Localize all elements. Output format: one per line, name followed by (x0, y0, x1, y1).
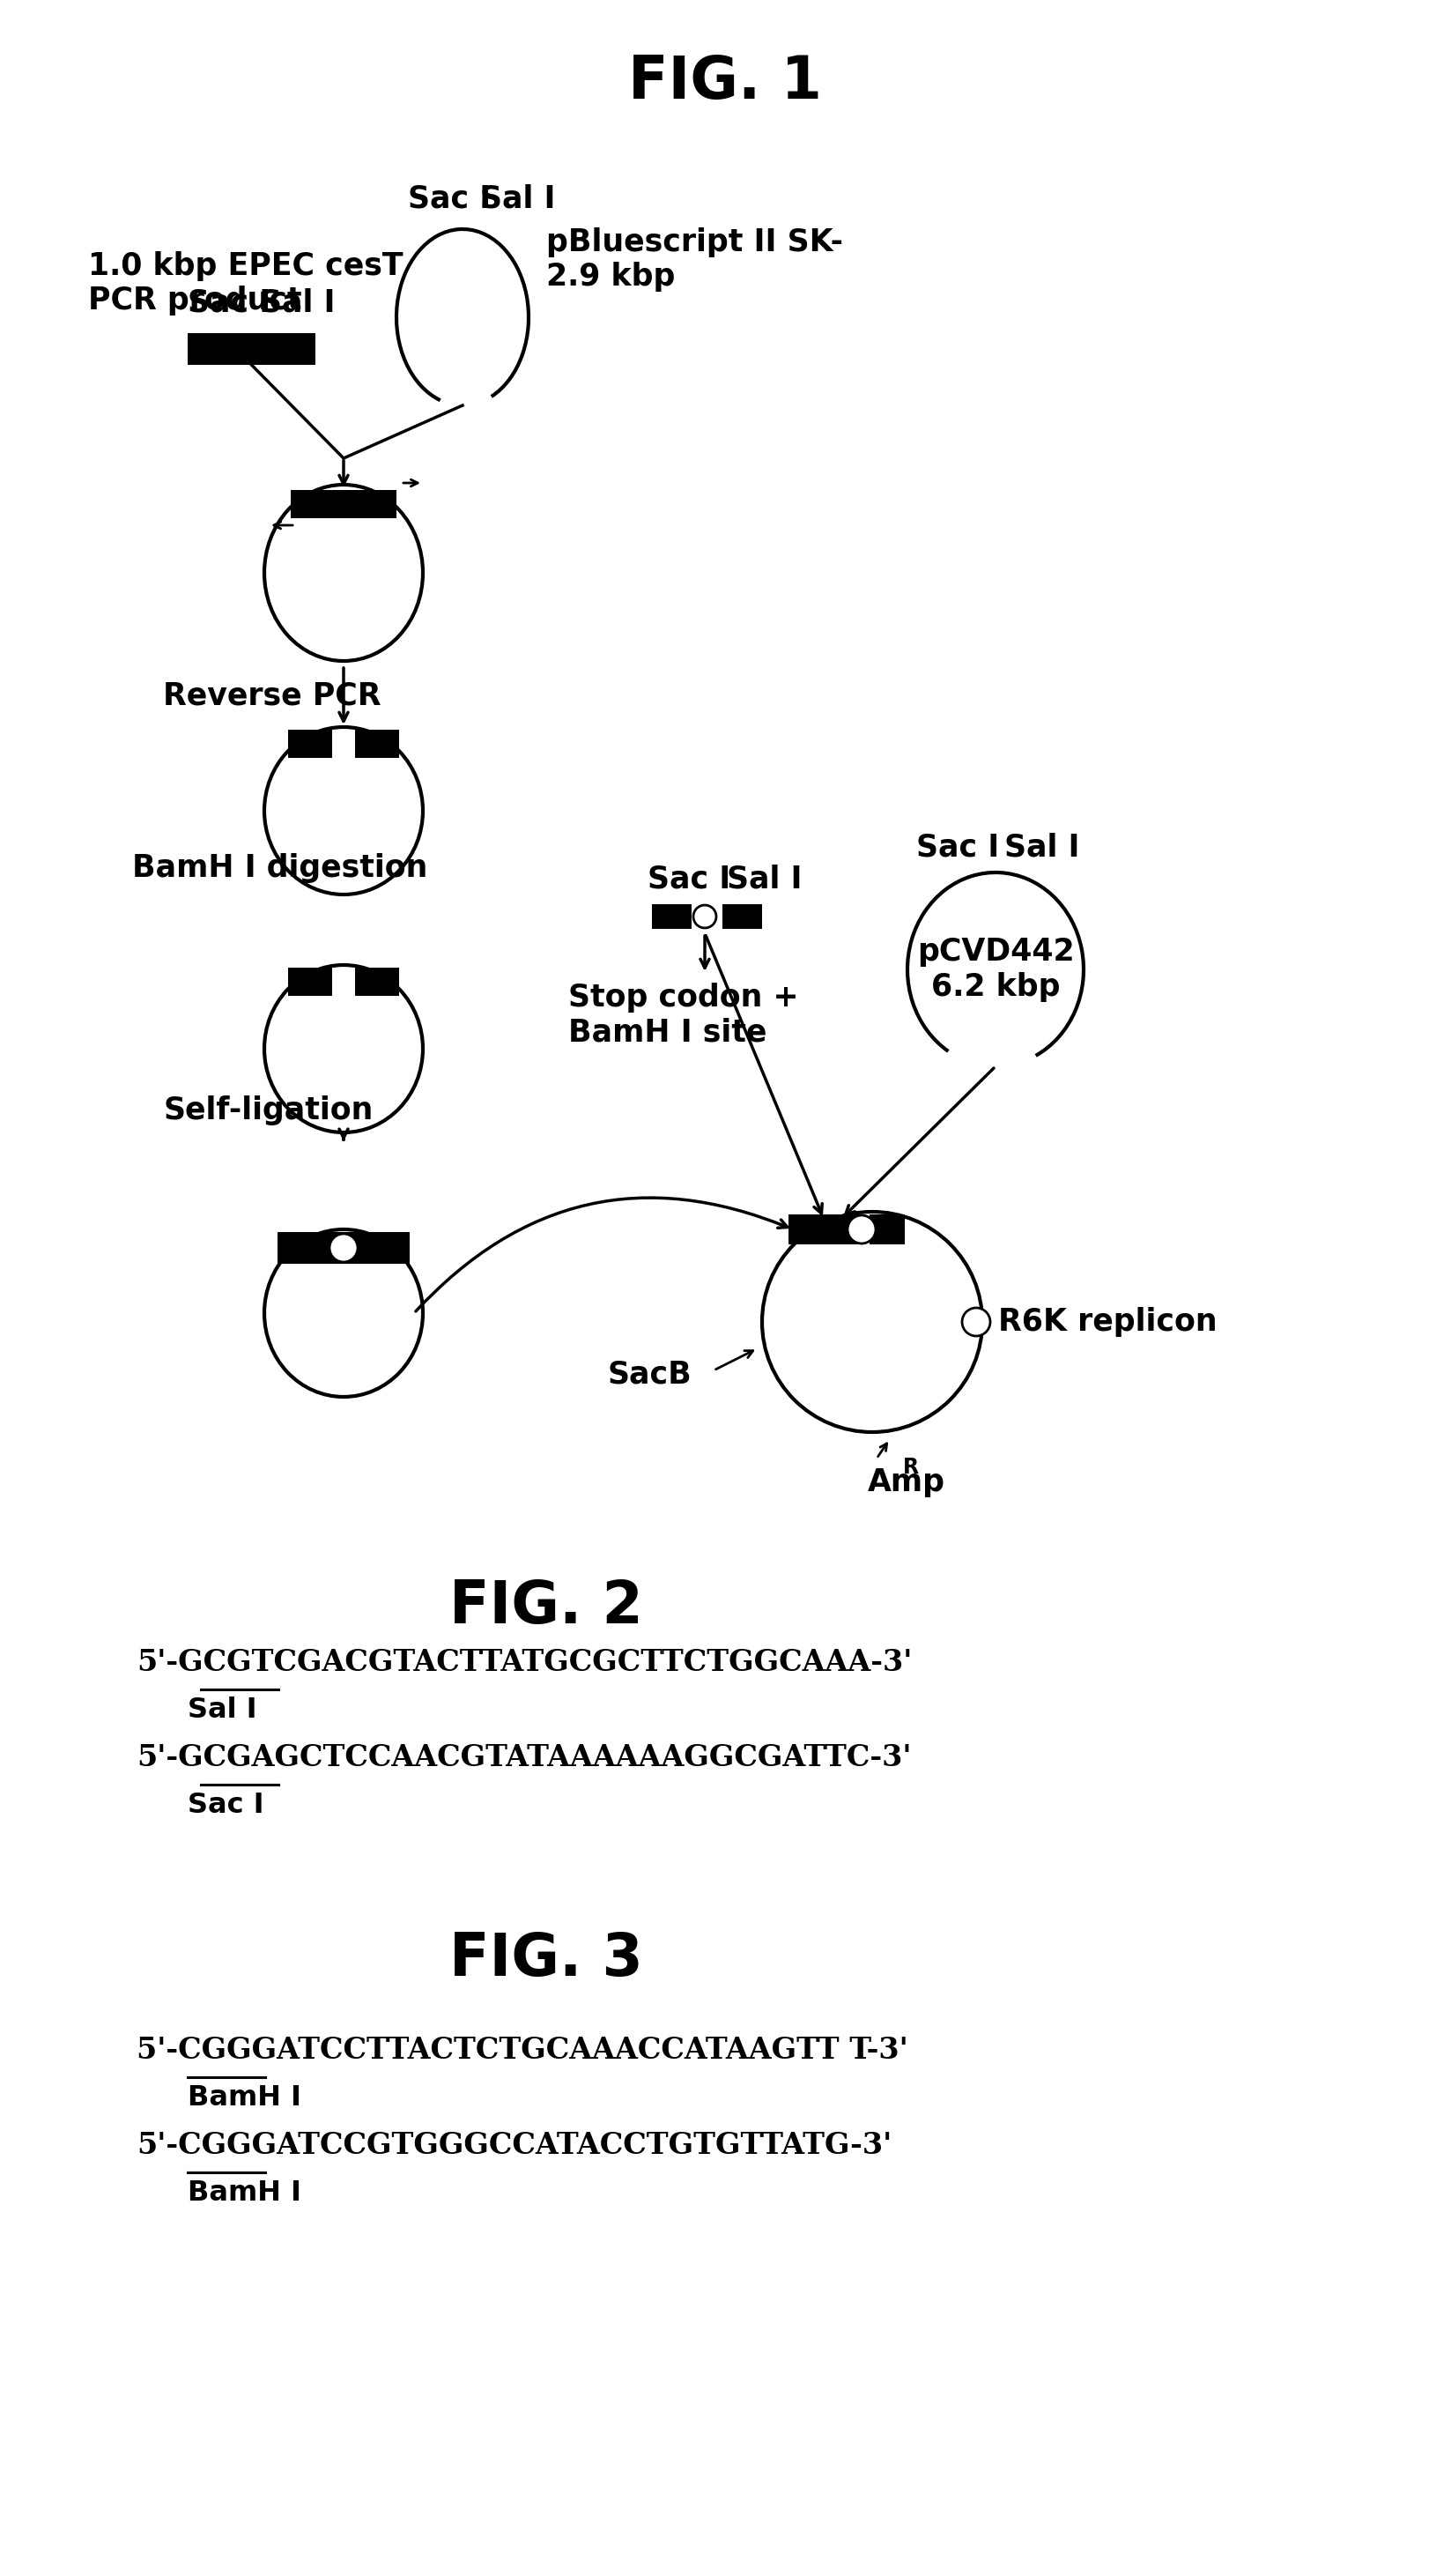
Text: Sac I: Sac I (647, 863, 730, 894)
Text: FIG. 2: FIG. 2 (450, 1577, 643, 1636)
Text: Sac I: Sac I (916, 832, 1000, 863)
Text: Sal I: Sal I (260, 289, 335, 317)
Text: pBluescript II SK-
2.9 kbp: pBluescript II SK- 2.9 kbp (546, 227, 843, 291)
Text: 5'-GCGAGCTCCAACGTATAAAAAAGGCGATTC-3': 5'-GCGAGCTCCAACGTATAAAAAAGGCGATTC-3' (136, 1744, 911, 1772)
Circle shape (847, 1216, 876, 1244)
Bar (869, 1213, 905, 1244)
Text: Sal I: Sal I (1004, 832, 1080, 863)
Text: Self-ligation: Self-ligation (163, 1095, 373, 1126)
Bar (355, 969, 399, 997)
Text: SacB: SacB (607, 1360, 692, 1391)
Bar (355, 729, 399, 757)
Text: Stop codon +
BamH I site: Stop codon + BamH I site (569, 981, 798, 1048)
Text: BamH I: BamH I (189, 2084, 302, 2112)
Bar (723, 904, 762, 930)
Bar (289, 729, 332, 757)
Text: Sal I: Sal I (480, 185, 556, 214)
Text: FIG. 1: FIG. 1 (628, 54, 821, 111)
Bar (187, 332, 315, 366)
Bar (289, 969, 332, 997)
Text: Sal I: Sal I (189, 1698, 257, 1723)
Bar (277, 1231, 409, 1265)
Text: BamH I: BamH I (189, 2179, 302, 2208)
Text: Sac I: Sac I (187, 289, 271, 317)
Circle shape (694, 904, 717, 927)
Text: pCVD442
6.2 kbp: pCVD442 6.2 kbp (917, 938, 1074, 1002)
Text: 5'-CGGGATCCGTGGGCCATACCTGTGTTATG-3': 5'-CGGGATCCGTGGGCCATACCTGTGTTATG-3' (136, 2130, 892, 2161)
Bar (651, 904, 692, 930)
Circle shape (329, 1234, 358, 1262)
Text: 1.0 kbp EPEC cesT
PCR product: 1.0 kbp EPEC cesT PCR product (89, 252, 403, 317)
Text: Amp: Amp (868, 1468, 945, 1497)
Circle shape (962, 1309, 990, 1337)
Text: Sac I: Sac I (189, 1793, 264, 1819)
Text: R6K replicon: R6K replicon (998, 1306, 1217, 1337)
Text: BamH I digestion: BamH I digestion (132, 853, 428, 884)
Text: 5'-CGGGATCCTTACTCTGCAAACCATAAGTT T-3': 5'-CGGGATCCTTACTCTGCAAACCATAAGTT T-3' (136, 2035, 908, 2066)
Text: FIG. 3: FIG. 3 (450, 1929, 643, 1989)
Bar (788, 1213, 859, 1244)
Text: 5'-GCGTCGACGTACTTATGCGCTTCTGGCAAA-3': 5'-GCGTCGACGTACTTATGCGCTTCTGGCAAA-3' (136, 1649, 913, 1677)
Text: R: R (903, 1458, 918, 1479)
Text: Sal I: Sal I (727, 863, 802, 894)
Bar (290, 489, 396, 518)
Text: Reverse PCR: Reverse PCR (163, 680, 382, 711)
Text: Sac I: Sac I (408, 185, 490, 214)
